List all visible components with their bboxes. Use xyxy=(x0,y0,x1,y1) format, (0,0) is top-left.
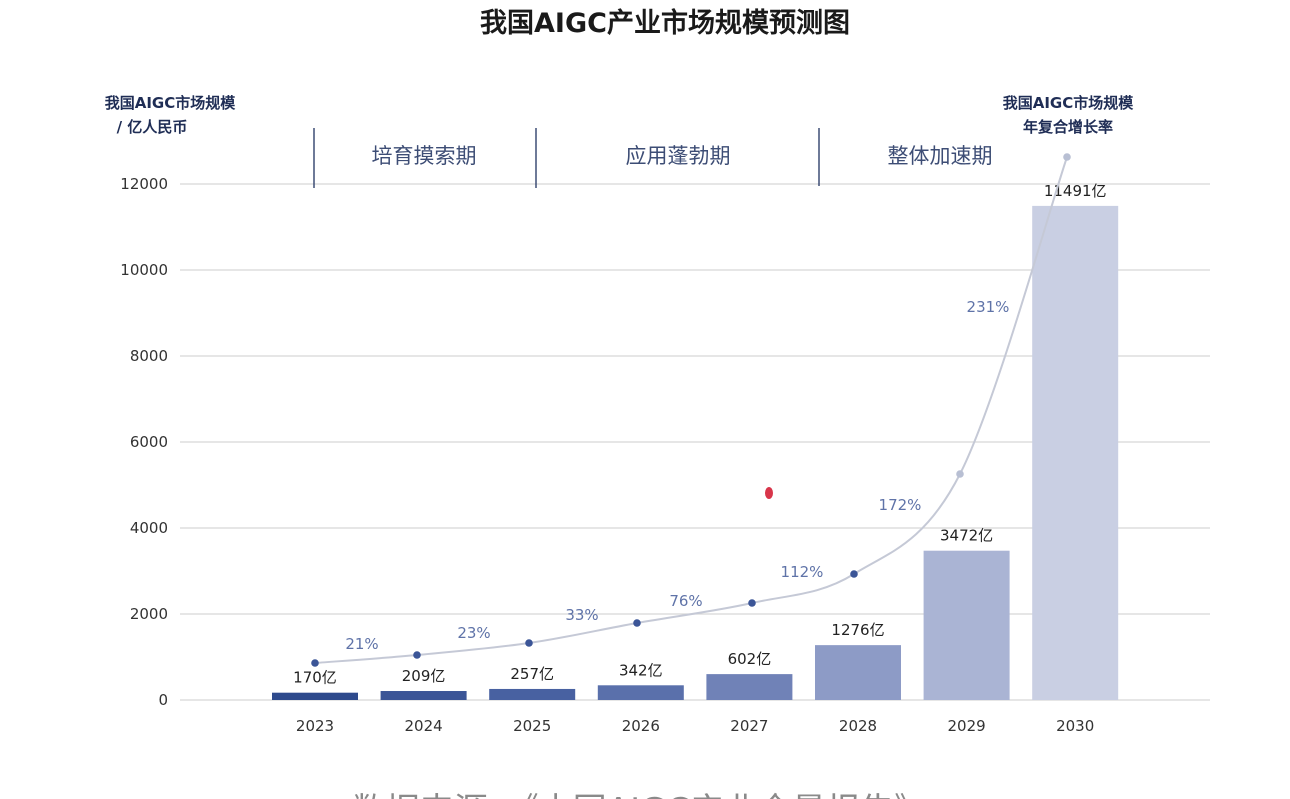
bar-value-label: 602亿 xyxy=(728,650,772,668)
growth-point xyxy=(956,470,964,478)
x-axis-ticks: 2023 2024 2025 2026 2027 2028 2029 2030 xyxy=(296,717,1094,735)
bar-value-labels: 170亿 209亿 257亿 342亿 602亿 1276亿 3472亿 11491亿 xyxy=(293,182,1106,687)
x-tick-label: 2030 xyxy=(1056,717,1094,735)
growth-point xyxy=(525,639,533,647)
bar xyxy=(923,550,1010,700)
growth-label: 231% xyxy=(967,298,1010,316)
bar-value-label: 170亿 xyxy=(293,669,337,687)
y-tick-label: 6000 xyxy=(130,433,168,451)
y-tick-label: 12000 xyxy=(120,175,168,193)
gridlines xyxy=(180,183,1210,701)
growth-label: 23% xyxy=(457,624,490,642)
growth-point xyxy=(850,570,858,578)
bar-value-label: 209亿 xyxy=(402,667,446,685)
y-tick-label: 10000 xyxy=(120,261,168,279)
x-tick-label: 2026 xyxy=(622,717,660,735)
bar xyxy=(1032,205,1119,700)
growth-label: 172% xyxy=(879,496,922,514)
x-tick-label: 2025 xyxy=(513,717,551,735)
growth-label: 21% xyxy=(345,635,378,653)
growth-curve xyxy=(314,156,1068,664)
phase-dividers xyxy=(313,128,820,188)
bar xyxy=(272,692,358,700)
growth-line: 21% 23% 33% 76% 112% 172% 231% xyxy=(311,153,1071,667)
marker-dot xyxy=(765,487,773,499)
growth-point xyxy=(1063,153,1071,161)
bar xyxy=(706,674,793,700)
growth-label: 33% xyxy=(565,606,598,624)
chart-title: 我国AIGC产业市场规模预测图 xyxy=(480,7,850,39)
phase-label-1: 培育摸索期 xyxy=(372,144,477,168)
growth-point xyxy=(633,619,641,627)
y-axis-label-line1: 我国AIGC市场规模 xyxy=(105,94,237,112)
y-axis-ticks: 0 2000 4000 6000 8000 10000 12000 xyxy=(120,175,168,709)
bar xyxy=(489,688,576,700)
x-tick-label: 2023 xyxy=(296,717,334,735)
growth-label: 112% xyxy=(781,563,824,581)
bar xyxy=(815,645,901,700)
x-tick-label: 2027 xyxy=(730,717,768,735)
bars xyxy=(272,205,1119,700)
y-tick-label: 0 xyxy=(158,691,168,709)
bar-value-label: 3472亿 xyxy=(940,527,993,545)
y-axis-label-box xyxy=(80,78,262,144)
right-axis-label-line1: 我国AIGC市场规模 xyxy=(1003,94,1135,112)
phase-label-2: 应用蓬勃期 xyxy=(626,144,731,168)
bar-value-label: 257亿 xyxy=(510,665,554,683)
y-tick-label: 8000 xyxy=(130,347,168,365)
source-caption: 数据来源：《中国AIGC产业全景报告》 xyxy=(352,791,928,799)
growth-point xyxy=(413,651,421,659)
right-axis-label-box xyxy=(978,78,1160,144)
y-axis-label-line2: / 亿人民币 xyxy=(117,118,188,136)
y-tick-label: 4000 xyxy=(130,519,168,537)
bar-value-label: 342亿 xyxy=(619,661,663,679)
bar xyxy=(380,691,467,700)
bar-value-label: 11491亿 xyxy=(1044,182,1107,200)
y-tick-label: 2000 xyxy=(130,605,168,623)
x-tick-label: 2028 xyxy=(839,717,877,735)
growth-label: 76% xyxy=(669,592,702,610)
x-tick-label: 2024 xyxy=(405,717,443,735)
right-axis-label-line2: 年复合增长率 xyxy=(1023,118,1113,136)
x-tick-label: 2029 xyxy=(948,717,986,735)
phase-label-3: 整体加速期 xyxy=(888,144,993,168)
bar-value-label: 1276亿 xyxy=(831,621,884,639)
growth-point xyxy=(748,599,756,607)
growth-point xyxy=(311,659,319,667)
bar xyxy=(597,685,684,700)
